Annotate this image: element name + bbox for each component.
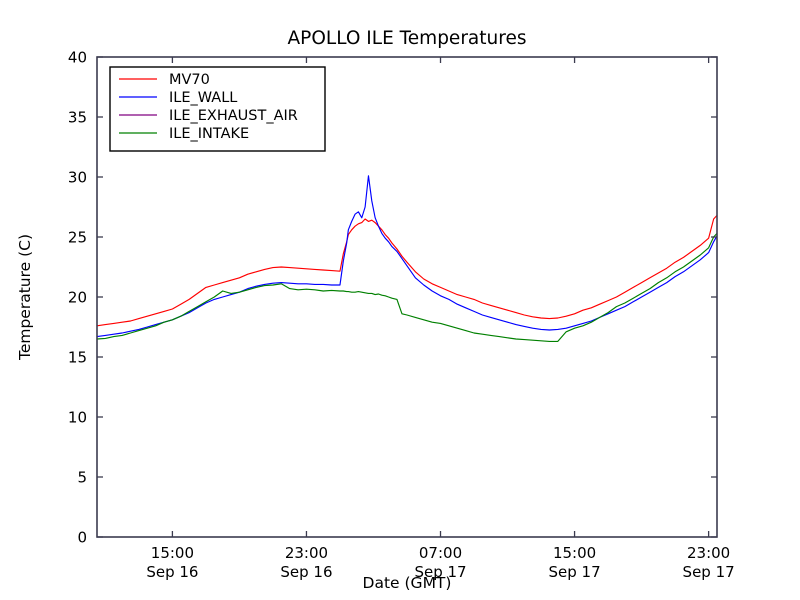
x-tick-label: 15:00	[151, 544, 194, 562]
legend-label-mv70: MV70	[169, 72, 210, 88]
series-line-ile-wall	[96, 175, 718, 338]
x-tick-label: Sep 16	[280, 563, 332, 581]
chart-title: APOLLO ILE Temperatures	[288, 28, 527, 49]
x-tick-label: Sep 16	[146, 563, 198, 581]
y-tick-label: 40	[68, 49, 87, 67]
series-line-mv70	[96, 214, 718, 327]
legend-label-ile-exhaust-air: ILE_EXHAUST_AIR	[169, 108, 298, 124]
x-tick-label: Sep 17	[548, 563, 600, 581]
plot-frame	[96, 56, 718, 538]
x-tick-label: 15:00	[553, 544, 596, 562]
series-line-ile-intake	[96, 232, 718, 342]
y-tick-label: 20	[68, 289, 87, 307]
y-tick-label: 25	[68, 229, 87, 247]
chart-legend[interactable]: MV70 ILE_WALL ILE_EXHAUST_AIR ILE_INTAKE	[109, 66, 326, 152]
x-tick-label: 07:00	[419, 544, 462, 562]
y-tick-label: 5	[77, 469, 87, 487]
y-tick-label: 35	[68, 109, 87, 127]
y-tick-label: 10	[68, 409, 87, 427]
y-tick-label: 0	[77, 529, 87, 547]
x-tick-label: Sep 17	[414, 563, 466, 581]
legend-label-ile-wall: ILE_WALL	[169, 90, 237, 106]
x-tick-label: Sep 17	[683, 563, 735, 581]
legend-box	[109, 66, 326, 152]
y-axis-title: Temperature (C)	[16, 234, 34, 361]
series-layer	[96, 175, 718, 342]
x-tick-label: 23:00	[285, 544, 328, 562]
legend-label-ile-intake: ILE_INTAKE	[169, 126, 249, 142]
x-tick-label: 23:00	[687, 544, 730, 562]
y-tick-label: 30	[68, 169, 87, 187]
x-axis-title: Date (GMT)	[363, 574, 452, 592]
y-tick-label: 15	[68, 349, 87, 367]
